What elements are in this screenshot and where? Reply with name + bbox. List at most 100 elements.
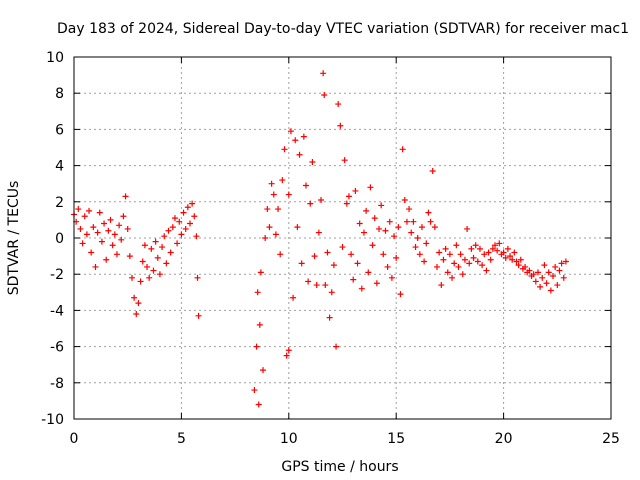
data-point [406, 206, 413, 213]
data-point [547, 287, 554, 294]
data-point [449, 274, 456, 281]
data-point [384, 263, 391, 270]
data-point [111, 231, 118, 238]
data-point [502, 254, 509, 261]
data-point [296, 151, 303, 158]
data-point [75, 206, 82, 213]
data-point [526, 267, 533, 274]
data-point [163, 260, 170, 267]
data-point [171, 215, 178, 222]
data-point [562, 258, 569, 265]
data-point [556, 267, 563, 274]
y-tick-label: 0 [55, 231, 64, 247]
data-point [399, 146, 406, 153]
data-point [507, 253, 514, 260]
data-point [496, 240, 503, 247]
data-point [86, 207, 93, 214]
data-point [309, 158, 316, 165]
data-point [552, 263, 559, 270]
data-point [150, 267, 157, 274]
grid-lines [74, 57, 611, 419]
data-point [148, 245, 155, 252]
data-point [169, 224, 176, 231]
data-point [537, 283, 544, 290]
data-point [191, 213, 198, 220]
x-axis-label: GPS time / hours [281, 459, 398, 475]
data-point [88, 249, 95, 256]
x-tick-label: 0 [70, 431, 79, 447]
data-point [328, 289, 335, 296]
y-tick-label: 2 [55, 195, 64, 211]
data-point [534, 269, 541, 276]
data-point [300, 133, 307, 140]
data-point [459, 271, 466, 278]
data-point [254, 289, 261, 296]
data-point [281, 146, 288, 153]
data-point [350, 276, 357, 283]
data-point [184, 204, 191, 211]
data-point [118, 236, 125, 243]
x-tick-label: 25 [602, 431, 620, 447]
data-point [427, 218, 434, 225]
data-point [186, 220, 193, 227]
y-tick-label: 6 [55, 122, 64, 138]
data-point [195, 312, 202, 319]
data-point [530, 271, 537, 278]
data-point [253, 343, 260, 350]
data-point [457, 251, 464, 258]
data-point [256, 321, 263, 328]
data-point [103, 256, 110, 263]
data-point [408, 229, 415, 236]
data-point [416, 251, 423, 258]
data-point [513, 258, 520, 265]
data-point [141, 242, 148, 249]
data-point [468, 245, 475, 252]
data-point [137, 278, 144, 285]
data-point [330, 262, 337, 269]
data-point [395, 224, 402, 231]
axis-ticks: 0 5 10 15 20 25 -10 -8 -6 -4 -2 0 2 4 6 8 10 [41, 50, 620, 447]
data-point [107, 216, 114, 223]
data-point [442, 245, 449, 252]
data-point [83, 231, 90, 238]
data-point [356, 220, 363, 227]
data-point [174, 240, 181, 247]
data-point [455, 263, 462, 270]
data-point [494, 247, 501, 254]
data-point [90, 224, 97, 231]
data-point [193, 233, 200, 240]
data-point [341, 157, 348, 164]
y-tick-label: -2 [50, 267, 64, 283]
data-point [446, 251, 453, 258]
data-point [165, 227, 172, 234]
data-point [126, 253, 133, 260]
data-point [94, 229, 101, 236]
data-point [135, 300, 142, 307]
data-point [189, 200, 196, 207]
y-tick-label: -6 [50, 340, 64, 356]
data-point [275, 206, 282, 213]
data-point [251, 387, 258, 394]
data-point [483, 267, 490, 274]
data-point [156, 271, 163, 278]
data-point [545, 269, 552, 276]
y-axis-label: SDTVAR / TECUs [6, 181, 22, 296]
data-point [343, 200, 350, 207]
data-point [131, 294, 138, 301]
data-point [543, 280, 550, 287]
data-point [393, 254, 400, 261]
data-point [451, 260, 458, 267]
y-tick-label: -4 [50, 303, 64, 319]
data-point [373, 280, 380, 287]
data-point [423, 240, 430, 247]
data-point [453, 242, 460, 249]
data-point [298, 260, 305, 267]
data-point [154, 254, 161, 261]
data-point [321, 92, 328, 99]
data-point [474, 258, 481, 265]
data-point [161, 233, 168, 240]
data-point [376, 225, 383, 232]
data-point [434, 263, 441, 270]
data-point [554, 282, 561, 289]
data-point [500, 249, 507, 256]
